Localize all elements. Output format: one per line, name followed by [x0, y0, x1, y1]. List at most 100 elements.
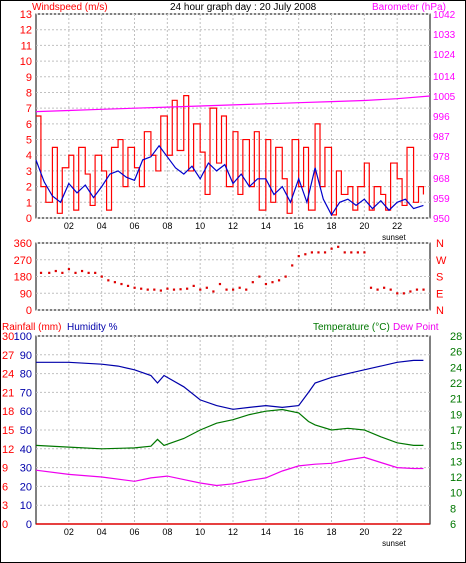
temperature-tick-label: 12	[450, 472, 462, 484]
wind-x-tick-label: 02	[64, 221, 74, 231]
temperature-tick-label: 8	[450, 503, 456, 515]
direction-point	[39, 271, 43, 274]
wind-x-tick-label: 18	[326, 221, 336, 231]
temperature-tick-label: 10	[450, 488, 462, 500]
barometer-tick-label: 1033	[433, 30, 456, 41]
met-x-tick-label: 14	[261, 527, 271, 537]
rain-tick-label: 21	[2, 387, 14, 399]
temperature-tick-label: 15	[450, 441, 462, 453]
direction-point	[153, 288, 156, 291]
met-x-tick-label: 18	[326, 527, 336, 537]
direction-point	[415, 288, 419, 291]
direction-point	[126, 284, 130, 288]
direction-point	[383, 286, 386, 289]
rain-tick-label: 27	[2, 350, 14, 362]
temperature-tick-label: 26	[450, 347, 462, 359]
windspeed-tick-label: 2	[26, 182, 32, 194]
direction-point	[396, 292, 399, 295]
barometer-tick-label: 950	[433, 214, 450, 225]
met-x-tick-label: 10	[195, 527, 205, 537]
wind-x-tick-label: 14	[261, 221, 271, 231]
windspeed-tick-label: 9	[26, 72, 32, 84]
direction-point	[74, 271, 77, 274]
direction-point	[369, 286, 373, 289]
direction-point	[245, 288, 248, 291]
direction-point	[159, 289, 162, 292]
direction-point	[310, 251, 313, 254]
direction-point	[218, 282, 222, 286]
wind-x-tick-label: 16	[294, 221, 304, 231]
rain-tick-label: 3	[2, 500, 8, 512]
direction-point	[48, 271, 51, 274]
humidity-tick-label: 20	[20, 481, 32, 493]
direction-degree-label: 90	[20, 288, 32, 300]
humidity-axis-label: Humidity %	[67, 322, 118, 333]
windspeed-tick-label: 5	[26, 135, 32, 147]
barometer-tick-label: 987	[433, 132, 450, 143]
rain-tick-label: 9	[2, 463, 8, 475]
direction-point	[67, 268, 71, 271]
wind-x-tick-label: 22	[392, 221, 402, 231]
direction-point	[317, 251, 320, 254]
rain-tick-label: 6	[2, 481, 8, 493]
barometer-tick-label: 968	[433, 174, 450, 185]
humidity-tick-label: 60	[20, 406, 32, 418]
direction-point	[284, 275, 287, 278]
direction-point	[120, 282, 123, 286]
rain-tick-label: 24	[2, 369, 14, 381]
direction-point	[409, 290, 412, 293]
direction-point	[179, 288, 182, 291]
windspeed-tick-label: 11	[21, 40, 32, 52]
sunset-label: sunset	[382, 539, 406, 548]
direction-point	[376, 288, 379, 291]
humidity-tick-label: 50	[20, 425, 32, 437]
met-x-tick-label: 08	[162, 527, 172, 537]
direction-point	[389, 288, 392, 291]
barometer-tick-label: 978	[433, 152, 450, 163]
humidity-tick-label: 10	[20, 500, 32, 512]
direction-point	[225, 288, 228, 291]
direction-point	[258, 275, 261, 278]
direction-point	[343, 251, 346, 254]
direction-point	[133, 286, 136, 289]
humidity-tick-label: 30	[20, 463, 32, 475]
direction-point	[205, 286, 208, 289]
barometer-line	[35, 95, 431, 113]
direction-point	[330, 247, 333, 250]
wind-x-tick-label: 08	[162, 221, 172, 231]
direction-point	[94, 271, 97, 274]
direction-point	[146, 288, 149, 291]
met-x-tick-label: 04	[97, 527, 107, 537]
met-x-tick-label: 20	[359, 527, 369, 537]
direction-point	[140, 287, 143, 290]
windspeed-tick-label: 0	[26, 213, 32, 225]
direction-degree-label: 360	[14, 238, 32, 250]
barometer-tick-label: 1024	[433, 50, 456, 61]
dewpoint-line	[35, 456, 424, 487]
chart-title: 24 hour graph day : 20 July 2008	[170, 2, 317, 13]
direction-point	[356, 251, 359, 254]
direction-point	[80, 269, 84, 273]
direction-point	[422, 288, 425, 291]
direction-point	[186, 287, 189, 290]
barometer-tick-label: 1014	[433, 72, 456, 83]
direction-point	[232, 288, 235, 291]
temperature-tick-label: 28	[450, 331, 462, 343]
direction-point	[402, 292, 405, 295]
met-x-tick-label: 06	[129, 527, 139, 537]
direction-compass-label: N	[436, 305, 444, 317]
rain-tick-label: 12	[2, 444, 14, 456]
temperature-tick-label: 22	[450, 378, 462, 390]
direction-point	[87, 271, 90, 274]
dewpoint-axis-label: Dew Point	[393, 322, 439, 333]
direction-point	[212, 290, 215, 293]
humidity-tick-label: 100	[14, 331, 32, 343]
wind-average-line	[35, 144, 424, 217]
rain-tick-label: 15	[2, 425, 14, 437]
direction-point	[107, 279, 110, 282]
barometer-tick-label: 1042	[433, 10, 456, 21]
direction-point	[271, 281, 274, 284]
direction-point	[54, 269, 57, 273]
windspeed-axis-label: Windspeed (m/s)	[32, 2, 108, 13]
met-x-tick-label: 16	[294, 527, 304, 537]
